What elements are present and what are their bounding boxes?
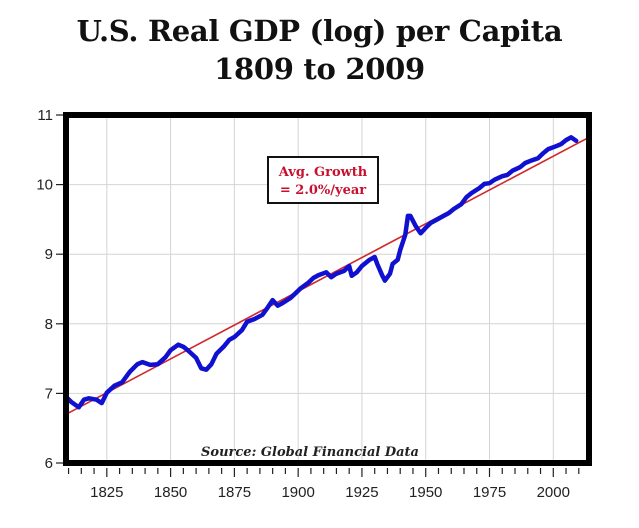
- y-tick-label: 6: [45, 455, 53, 472]
- x-axis: 1825 1850 1875 1900 1925 1950 1975 2000: [67, 468, 580, 501]
- x-tick-label: 1825: [90, 484, 123, 501]
- x-tick-label: 1975: [473, 484, 506, 501]
- x-tick-label: 1875: [218, 484, 251, 501]
- y-tick-label: 10: [36, 177, 53, 194]
- x-tick-label: 1900: [281, 484, 314, 501]
- x-tick-label: 1850: [154, 484, 187, 501]
- source-note: Source: Global Financial Data: [201, 445, 419, 460]
- annotation-box: Avg. Growth = 2.0%/year: [267, 156, 379, 204]
- annotation-line2: = 2.0%/year: [280, 183, 366, 198]
- chart-title: U.S. Real GDP (log) per Capita: [76, 14, 563, 48]
- y-tick-label: 9: [45, 246, 53, 263]
- points: [65, 137, 577, 408]
- y-tick-label: 8: [45, 316, 53, 333]
- y-axis: 6 7 8 9 10 11: [36, 107, 63, 472]
- x-tick-label: 1950: [409, 484, 442, 501]
- x-tick-label: 1925: [345, 484, 378, 501]
- y-tick-label: 7: [45, 385, 53, 402]
- y-tick-label: 11: [37, 107, 53, 124]
- plot-frame: [63, 112, 592, 466]
- annotation-line1: Avg. Growth: [278, 165, 368, 180]
- annotation-frame: [267, 156, 379, 204]
- x-tick-label: 2000: [537, 484, 570, 501]
- chart-subtitle: 1809 to 2009: [214, 52, 425, 86]
